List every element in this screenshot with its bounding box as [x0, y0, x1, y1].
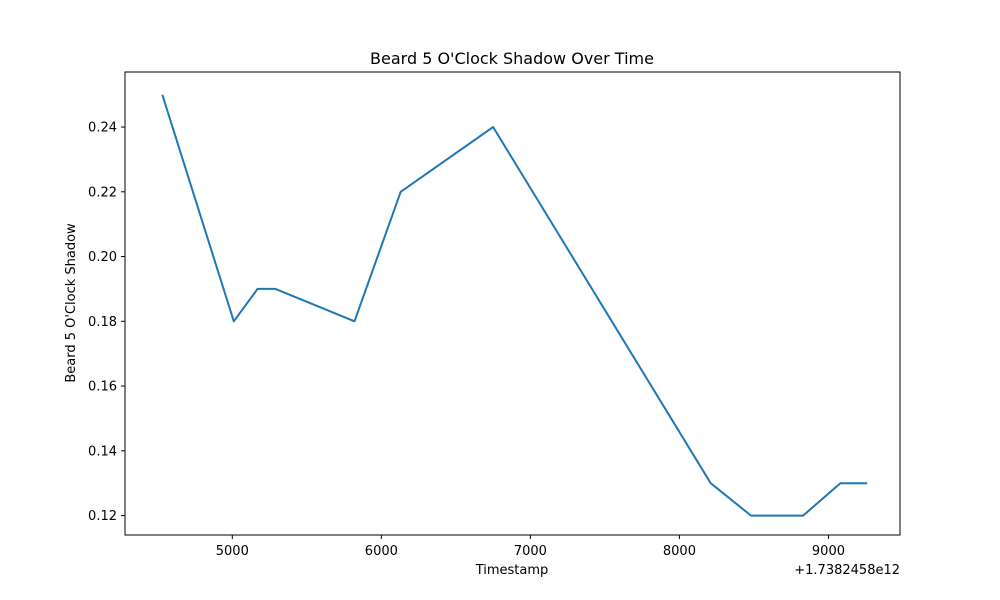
y-tick-label: 0.24 — [88, 121, 117, 136]
x-tick-label: 7000 — [514, 544, 547, 559]
x-axis-title: Timestamp — [475, 563, 549, 578]
y-axis-title: Beard 5 O'Clock Shadow — [64, 223, 79, 383]
x-tick-label: 5000 — [216, 544, 249, 559]
x-tick-label: 8000 — [663, 544, 696, 559]
y-tick-label: 0.18 — [88, 315, 117, 330]
chart-title: Beard 5 O'Clock Shadow Over Time — [370, 49, 654, 68]
plot-area: 5000 6000 7000 8000 9000 0.12 0.14 0.16 0.18 0.20… — [88, 71, 901, 559]
y-tick-label: 0.14 — [88, 444, 117, 459]
x-tick-label: 9000 — [812, 544, 845, 559]
y-tick-label: 0.16 — [88, 380, 117, 395]
plot-frame — [124, 71, 901, 536]
x-axis-offset-label: +1.7382458e12 — [794, 563, 900, 578]
y-tick-label: 0.22 — [88, 185, 117, 200]
series-line — [161, 94, 868, 517]
x-tick-label: 6000 — [365, 544, 398, 559]
y-tick-label: 0.12 — [88, 509, 117, 524]
y-tick-label: 0.20 — [88, 250, 117, 265]
